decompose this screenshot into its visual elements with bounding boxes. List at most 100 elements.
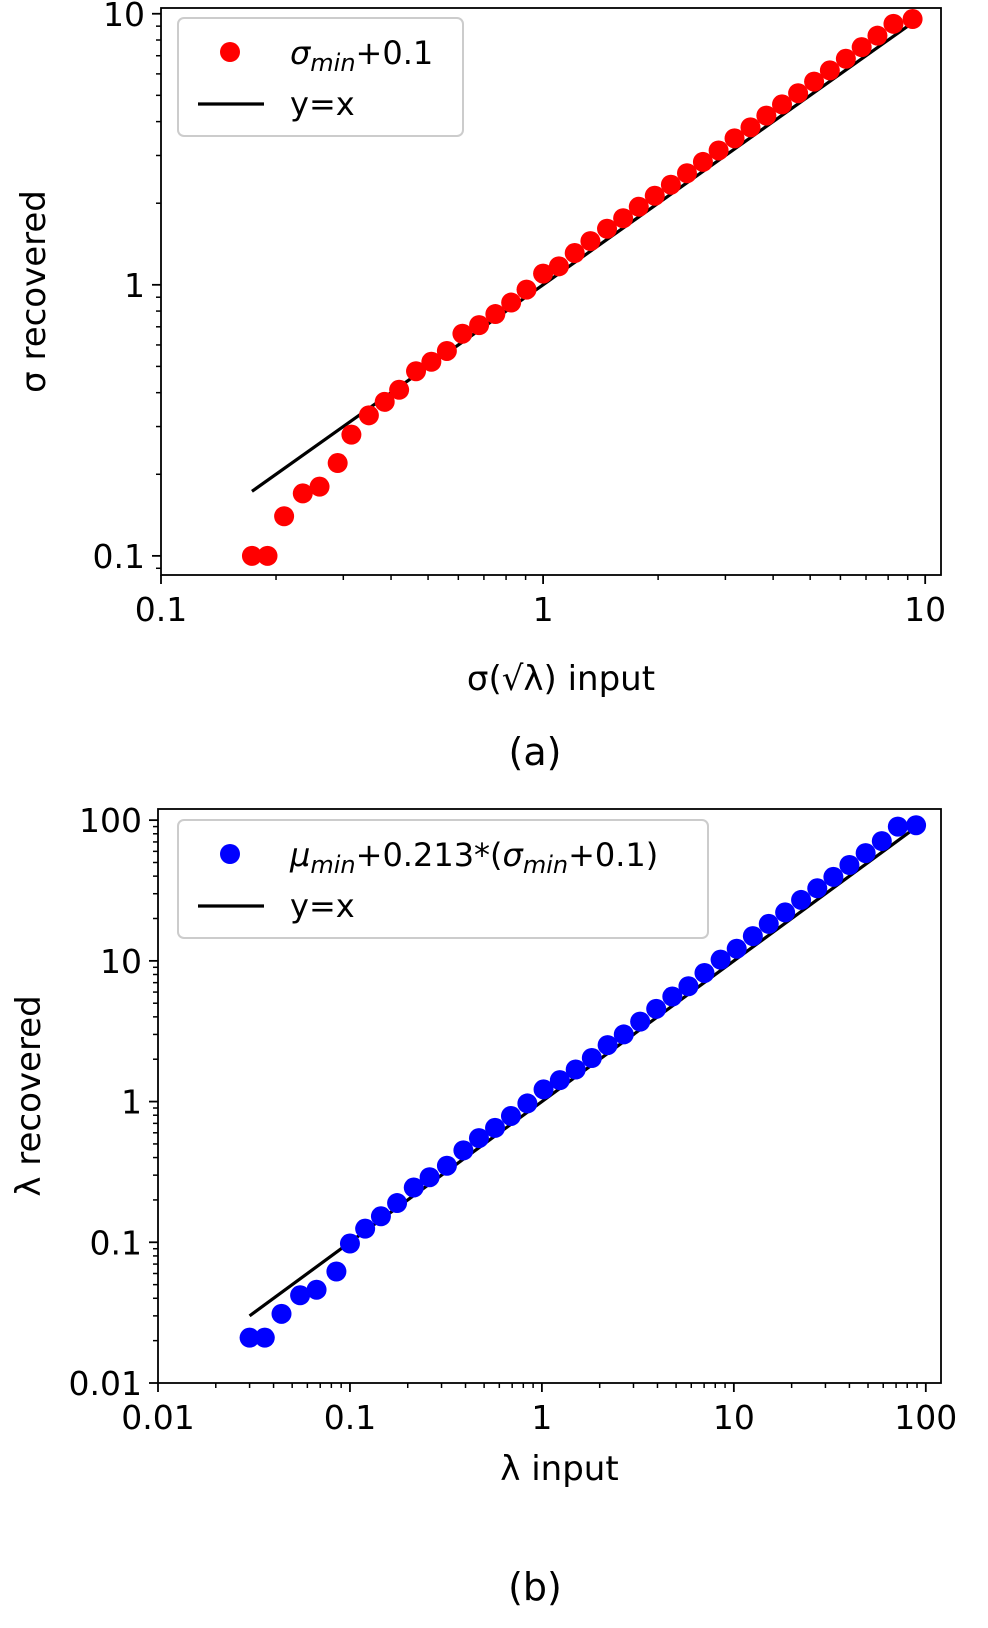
data-point bbox=[239, 1327, 260, 1348]
data-point bbox=[613, 1024, 634, 1045]
legend-box bbox=[177, 819, 709, 939]
data-point bbox=[871, 831, 892, 852]
data-point bbox=[326, 1261, 347, 1282]
legend-label-scatter: μmin+0.213*(σmin+0.1) bbox=[289, 836, 658, 879]
y-tick-label: 0.01 bbox=[69, 1364, 142, 1403]
data-point bbox=[453, 1140, 474, 1161]
y-axis-label: λ recovered bbox=[9, 995, 49, 1196]
data-point bbox=[804, 71, 825, 92]
data-point bbox=[597, 1035, 618, 1056]
data-point bbox=[565, 1059, 586, 1080]
data-point bbox=[516, 279, 537, 300]
data-point bbox=[823, 866, 844, 887]
data-point bbox=[469, 315, 490, 336]
chart-panel-b: 0.01 0.1 1 10 100 0.01 0.1 1 10 100 λ input λ recov… bbox=[9, 801, 957, 1609]
data-point bbox=[421, 351, 442, 372]
data-point bbox=[742, 926, 763, 947]
data-point bbox=[906, 815, 927, 836]
data-point bbox=[501, 292, 522, 313]
data-point bbox=[257, 545, 278, 566]
data-point bbox=[436, 1155, 457, 1176]
data-point bbox=[241, 545, 262, 566]
data-point bbox=[309, 476, 330, 497]
data-point bbox=[772, 94, 793, 115]
data-point bbox=[724, 128, 745, 149]
data-point bbox=[756, 105, 777, 126]
y-tick-label: 100 bbox=[79, 801, 142, 840]
data-point bbox=[678, 976, 699, 997]
x-tick-label: 1 bbox=[531, 1398, 552, 1437]
x-tick-label: 1 bbox=[533, 590, 554, 629]
data-point bbox=[710, 949, 731, 970]
data-point bbox=[549, 1070, 570, 1091]
data-point bbox=[628, 196, 649, 217]
data-point bbox=[867, 25, 888, 46]
data-point bbox=[374, 391, 395, 412]
y-tick-label: 10 bbox=[100, 942, 142, 981]
panel-label: (b) bbox=[508, 1565, 562, 1609]
data-point bbox=[597, 218, 618, 239]
data-point bbox=[564, 243, 585, 264]
data-point bbox=[517, 1093, 538, 1114]
data-point bbox=[839, 854, 860, 875]
data-point bbox=[406, 361, 427, 382]
data-point bbox=[788, 83, 809, 104]
x-tick-label: 0.01 bbox=[121, 1398, 194, 1437]
data-point bbox=[694, 962, 715, 983]
x-axis-label: λ input bbox=[500, 1449, 618, 1489]
data-point bbox=[708, 140, 729, 161]
data-point bbox=[580, 231, 601, 252]
data-point bbox=[254, 1327, 275, 1348]
plot-area bbox=[241, 9, 923, 566]
data-point bbox=[341, 424, 362, 445]
data-point bbox=[548, 256, 569, 277]
data-point bbox=[807, 878, 828, 899]
data-point bbox=[758, 913, 779, 934]
data-point bbox=[902, 9, 923, 30]
x-tick-label: 0.1 bbox=[135, 590, 187, 629]
data-point bbox=[274, 506, 295, 527]
y-tick-label: 10 bbox=[103, 0, 145, 34]
axes-frame bbox=[157, 808, 942, 1384]
chart-panel-a: 0.1 1 10 0.1 1 10 σ(√λ) input σ recovered (a) σmi… bbox=[14, 0, 946, 774]
data-point bbox=[855, 843, 876, 864]
legend-marker-scatter bbox=[220, 42, 240, 62]
x-tick-label: 100 bbox=[894, 1398, 957, 1437]
data-point bbox=[468, 1128, 489, 1149]
data-point bbox=[835, 48, 856, 69]
data-point bbox=[485, 304, 506, 325]
data-point bbox=[306, 1279, 327, 1300]
data-point bbox=[389, 379, 410, 400]
data-point bbox=[662, 986, 683, 1007]
legend-box bbox=[177, 17, 464, 137]
data-point bbox=[887, 816, 908, 837]
data-point bbox=[791, 889, 812, 910]
data-point bbox=[581, 1048, 602, 1069]
legend-marker-scatter bbox=[220, 844, 240, 864]
panel-label: (a) bbox=[509, 730, 562, 774]
data-point bbox=[485, 1117, 506, 1138]
legend-label-scatter: σmin+0.1 bbox=[290, 34, 433, 77]
data-point bbox=[775, 902, 796, 923]
data-point bbox=[355, 1218, 376, 1239]
data-point bbox=[851, 37, 872, 58]
data-point bbox=[358, 405, 379, 426]
legend-label-yx: y=x bbox=[290, 887, 355, 925]
y-tick-label: 0.1 bbox=[90, 1223, 142, 1262]
data-point bbox=[630, 1011, 651, 1032]
data-point bbox=[646, 998, 667, 1019]
data-point bbox=[676, 163, 697, 184]
x-tick-label: 10 bbox=[904, 590, 946, 629]
data-point bbox=[660, 174, 681, 195]
data-point bbox=[403, 1177, 424, 1198]
data-point bbox=[387, 1193, 408, 1214]
data-point bbox=[292, 483, 313, 504]
data-point bbox=[740, 117, 761, 138]
y-tick-label: 1 bbox=[124, 266, 145, 305]
x-tick-label: 0.1 bbox=[324, 1398, 376, 1437]
data-point bbox=[271, 1303, 292, 1324]
data-point bbox=[327, 453, 348, 474]
data-point bbox=[692, 151, 713, 172]
legend-label-yx: y=x bbox=[290, 85, 355, 123]
